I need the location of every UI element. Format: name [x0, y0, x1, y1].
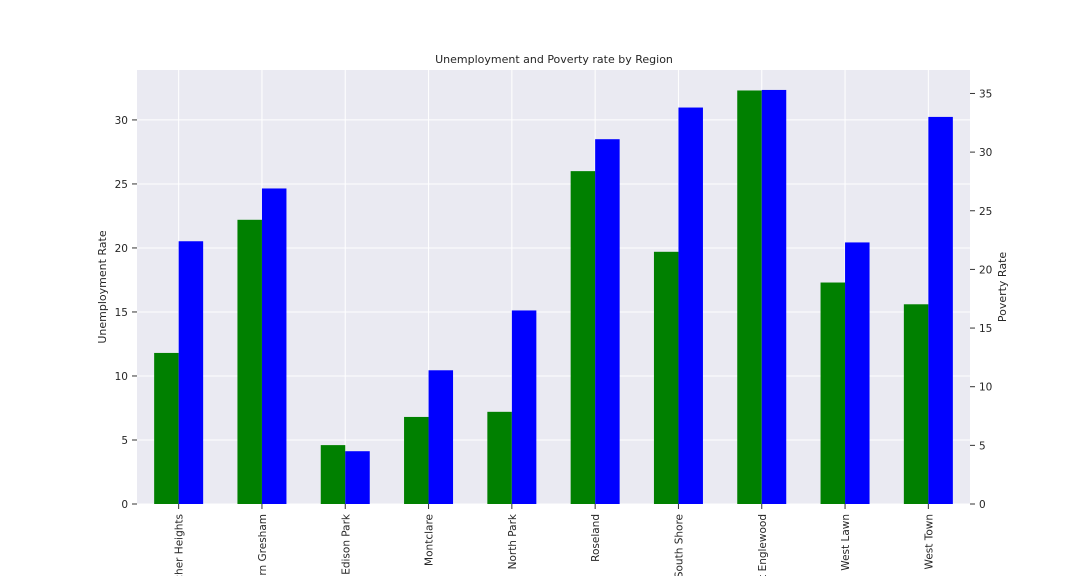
x-tick-label: urn Gresham	[257, 514, 269, 576]
y2-axis-label: Poverty Rate	[996, 252, 1009, 323]
x-tick-label: Roseland	[590, 514, 602, 562]
bars	[154, 89, 953, 505]
y2-tick-label: 0	[979, 499, 986, 511]
bar-poverty	[261, 188, 287, 504]
bar-poverty	[511, 310, 537, 504]
x-tick-label: West Lawn	[840, 514, 852, 571]
bar-poverty	[928, 116, 953, 505]
bar-poverty	[345, 451, 370, 504]
bar-unemployment	[487, 411, 512, 504]
y2-tick-label: 5	[979, 440, 986, 452]
x-tick-label: Montclare	[424, 514, 436, 566]
y-tick-label: 15	[115, 307, 128, 319]
y2-tick-label: 10	[979, 382, 992, 394]
axes: 0 5 10 15 20 25 30 0 5 10 15 20 25 30 35 cher Heights ur…	[115, 88, 993, 580]
y2-tick-label: 15	[979, 323, 992, 335]
bar-poverty	[845, 242, 870, 504]
x-tick-label: Edison Park	[340, 513, 352, 575]
y-tick-label: 30	[115, 115, 128, 127]
bar-unemployment	[154, 352, 179, 504]
bar-unemployment	[653, 251, 679, 504]
chart-title: Unemployment and Poverty rate by Region	[435, 53, 673, 66]
bar-poverty	[595, 139, 620, 505]
y-tick-label: 0	[121, 499, 128, 511]
bar-poverty	[761, 89, 787, 504]
bar-unemployment	[404, 416, 429, 504]
x-tick-label: South Shore	[673, 514, 685, 576]
y-tick-label: 10	[115, 371, 128, 383]
y2-tick-label: 30	[979, 147, 992, 159]
bar-poverty	[178, 241, 204, 504]
x-tick-label: t Englewood	[757, 514, 769, 576]
bar-unemployment	[903, 304, 929, 504]
bar-unemployment	[737, 90, 762, 505]
bar-unemployment	[237, 219, 262, 505]
x-tick-label: West Town	[923, 514, 935, 569]
y-tick-label: 5	[121, 435, 128, 447]
y2-tick-label: 35	[979, 88, 992, 100]
bar-poverty	[678, 107, 703, 505]
bar-poverty	[428, 370, 454, 504]
y-tick-label: 20	[115, 243, 128, 255]
bar-unemployment	[820, 282, 846, 504]
y2-tick-label: 20	[979, 264, 992, 276]
bar-unemployment	[320, 445, 346, 504]
y-tick-label: 25	[115, 179, 128, 191]
x-tick-label: North Park	[507, 513, 519, 569]
y2-tick-label: 25	[979, 206, 992, 218]
y-axis-label: Unemployment Rate	[96, 230, 109, 344]
bar-unemployment	[570, 171, 596, 504]
x-tick-label: cher Heights	[174, 514, 186, 576]
